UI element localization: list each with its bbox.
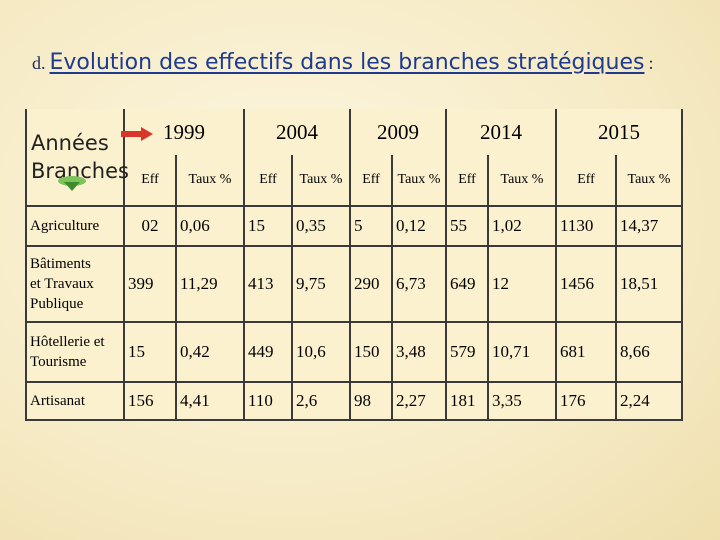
table-cell: 413 bbox=[243, 245, 293, 323]
subheader-taux: Taux % bbox=[391, 155, 447, 207]
table-cell: 10,6 bbox=[291, 321, 351, 383]
year-header-2004: 2004 bbox=[243, 109, 351, 155]
title-text: Evolution des effectifs dans les branche… bbox=[49, 50, 645, 75]
subheader-eff: Eff bbox=[123, 155, 177, 207]
title-prefix: d. bbox=[32, 53, 46, 73]
table-cell: 2,27 bbox=[391, 381, 447, 421]
table-cell: 0,12 bbox=[391, 205, 447, 247]
table-cell: 18,51 bbox=[615, 245, 683, 323]
branch-label-line: et Travaux bbox=[30, 276, 94, 292]
subheader-taux: Taux % bbox=[487, 155, 557, 207]
table-cell: 8,66 bbox=[615, 321, 683, 383]
table-cell: 681 bbox=[555, 321, 617, 383]
table-cell: 55 bbox=[445, 205, 489, 247]
subheader-eff: Eff bbox=[555, 155, 617, 207]
subheader-row: Eff Taux % Eff Taux % Eff Taux % Eff Tau… bbox=[26, 155, 683, 207]
table-cell: 0,42 bbox=[175, 321, 245, 383]
table-cell: 0,06 bbox=[175, 205, 245, 247]
table-row: Artisanat 156 4,41 110 2,6 98 2,27 181 3… bbox=[25, 381, 683, 421]
table-cell: 1130 bbox=[555, 205, 617, 247]
table-cell: 5 bbox=[349, 205, 393, 247]
table-cell: 579 bbox=[445, 321, 489, 383]
table-cell: 176 bbox=[555, 381, 617, 421]
corner-cell: Années Branches bbox=[25, 109, 153, 206]
branch-label: Hôtellerie et Tourisme bbox=[25, 321, 125, 383]
subheader-taux: Taux % bbox=[291, 155, 351, 207]
table-cell: 02 bbox=[123, 205, 177, 247]
table-cell: 15 bbox=[123, 321, 177, 383]
table-row: Hôtellerie et Tourisme 15 0,42 449 10,6 … bbox=[25, 321, 683, 383]
branch-label-line: Tourisme bbox=[30, 354, 87, 370]
table-cell: 156 bbox=[123, 381, 177, 421]
green-droplet-icon bbox=[58, 176, 86, 191]
branch-label-line: Publique bbox=[30, 296, 84, 312]
table-cell: 2,24 bbox=[615, 381, 683, 421]
subheader-eff: Eff bbox=[349, 155, 393, 207]
table-cell: 15 bbox=[243, 205, 293, 247]
staff-evolution-table: Années Branches 1999 2004 2009 2014 2015… bbox=[25, 109, 683, 421]
subheader-taux: Taux % bbox=[615, 155, 683, 207]
table-cell: 1,02 bbox=[487, 205, 557, 247]
table-cell: 150 bbox=[349, 321, 393, 383]
right-arrow-icon bbox=[121, 127, 153, 141]
table-cell: 181 bbox=[445, 381, 489, 421]
table-cell: 649 bbox=[445, 245, 489, 323]
table-cell: 6,73 bbox=[391, 245, 447, 323]
branch-label: Agriculture bbox=[25, 205, 125, 247]
table-row: Agriculture 02 0,06 15 0,35 5 0,12 55 1,… bbox=[25, 205, 683, 247]
slide-title: d. Evolution des effectifs dans les branc… bbox=[32, 50, 653, 75]
subheader-eff: Eff bbox=[445, 155, 489, 207]
table-row: Bâtiments et Travaux Publique 399 11,29 … bbox=[25, 245, 683, 323]
table-cell: 3,35 bbox=[487, 381, 557, 421]
table-cell: 14,37 bbox=[615, 205, 683, 247]
year-header-2015: 2015 bbox=[555, 109, 683, 155]
table-cell: 449 bbox=[243, 321, 293, 383]
table-cell: 290 bbox=[349, 245, 393, 323]
branch-label-line: Hôtellerie et bbox=[30, 334, 105, 350]
branch-label: Bâtiments et Travaux Publique bbox=[25, 245, 125, 323]
table-cell: 98 bbox=[349, 381, 393, 421]
title-suffix: : bbox=[648, 53, 654, 73]
branch-label-line: Bâtiments bbox=[30, 256, 91, 272]
table-cell: 0,35 bbox=[291, 205, 351, 247]
year-header-row: Années Branches 1999 2004 2009 2014 2015 bbox=[25, 109, 683, 206]
table-cell: 110 bbox=[243, 381, 293, 421]
branch-label: Artisanat bbox=[25, 381, 125, 421]
year-header-2009: 2009 bbox=[349, 109, 447, 155]
year-header-2014: 2014 bbox=[445, 109, 557, 155]
table-cell: 4,41 bbox=[175, 381, 245, 421]
subheader-eff: Eff bbox=[243, 155, 293, 207]
table-cell: 10,71 bbox=[487, 321, 557, 383]
subheader-taux: Taux % bbox=[175, 155, 245, 207]
table-cell: 9,75 bbox=[291, 245, 351, 323]
table-cell: 1456 bbox=[555, 245, 617, 323]
table-cell: 3,48 bbox=[391, 321, 447, 383]
corner-label-years: Années bbox=[31, 131, 109, 155]
table-cell: 12 bbox=[487, 245, 557, 323]
table-cell: 11,29 bbox=[175, 245, 245, 323]
table-cell: 2,6 bbox=[291, 381, 351, 421]
table-cell: 399 bbox=[123, 245, 177, 323]
